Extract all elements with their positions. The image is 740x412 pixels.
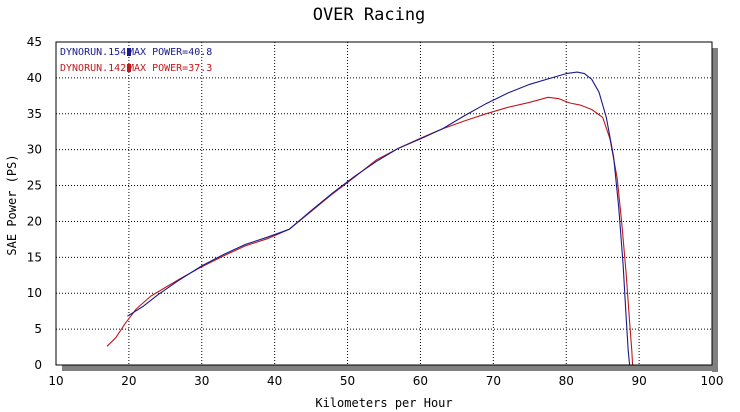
legend-swatch	[127, 64, 131, 72]
y-tick-label: 25	[27, 179, 42, 193]
x-axis-label: Kilometers per Hour	[315, 396, 452, 410]
x-tick-labels: 10 20 30 40 50 60 70 80 90 100	[48, 374, 723, 388]
shadow-bottom	[62, 365, 718, 371]
y-tick-label: 20	[27, 214, 42, 228]
y-tick-labels: 0 5 10 15 20 25 30 35 40 45	[27, 35, 42, 372]
x-tick-label: 90	[631, 374, 646, 388]
legend-entry-max: MAX POWER=37.3	[128, 63, 212, 74]
x-tick-label: 100	[701, 374, 724, 388]
series-lines	[106, 71, 634, 366]
plot-area	[56, 42, 712, 365]
y-tick-label: 30	[27, 143, 42, 157]
x-tick-label: 70	[486, 374, 501, 388]
shadow-right	[712, 48, 718, 372]
y-tick-label: 5	[34, 322, 42, 336]
x-tick-label: 40	[267, 374, 282, 388]
plot-shadow	[62, 48, 718, 372]
x-tick-label: 60	[413, 374, 428, 388]
x-tick-label: 30	[194, 374, 209, 388]
legend-entry-name: DYNORUN.154	[60, 47, 126, 58]
x-tick-label: 80	[559, 374, 574, 388]
plot-frame	[55, 41, 713, 366]
y-tick-label: 10	[27, 286, 42, 300]
plot-border	[55, 41, 713, 366]
legend-entry-max: MAX POWER=40.8	[128, 47, 212, 58]
x-tick-label: 50	[340, 374, 355, 388]
y-axis-label: SAE Power (PS)	[5, 154, 19, 255]
grid-lines	[56, 42, 712, 365]
y-tick-label: 45	[27, 35, 42, 49]
y-tick-label: 40	[27, 71, 42, 85]
plot-background	[56, 42, 712, 365]
legend-swatch	[127, 48, 131, 56]
x-tick-label: 10	[48, 374, 63, 388]
y-tick-label: 0	[34, 358, 42, 372]
series-line-dynorun-154	[127, 71, 631, 366]
y-tick-label: 35	[27, 107, 42, 121]
legend-entry-name: DYNORUN.142	[60, 63, 126, 74]
y-tick-label: 15	[27, 250, 42, 264]
chart-title: OVER Racing	[313, 5, 426, 25]
x-tick-label: 20	[121, 374, 136, 388]
